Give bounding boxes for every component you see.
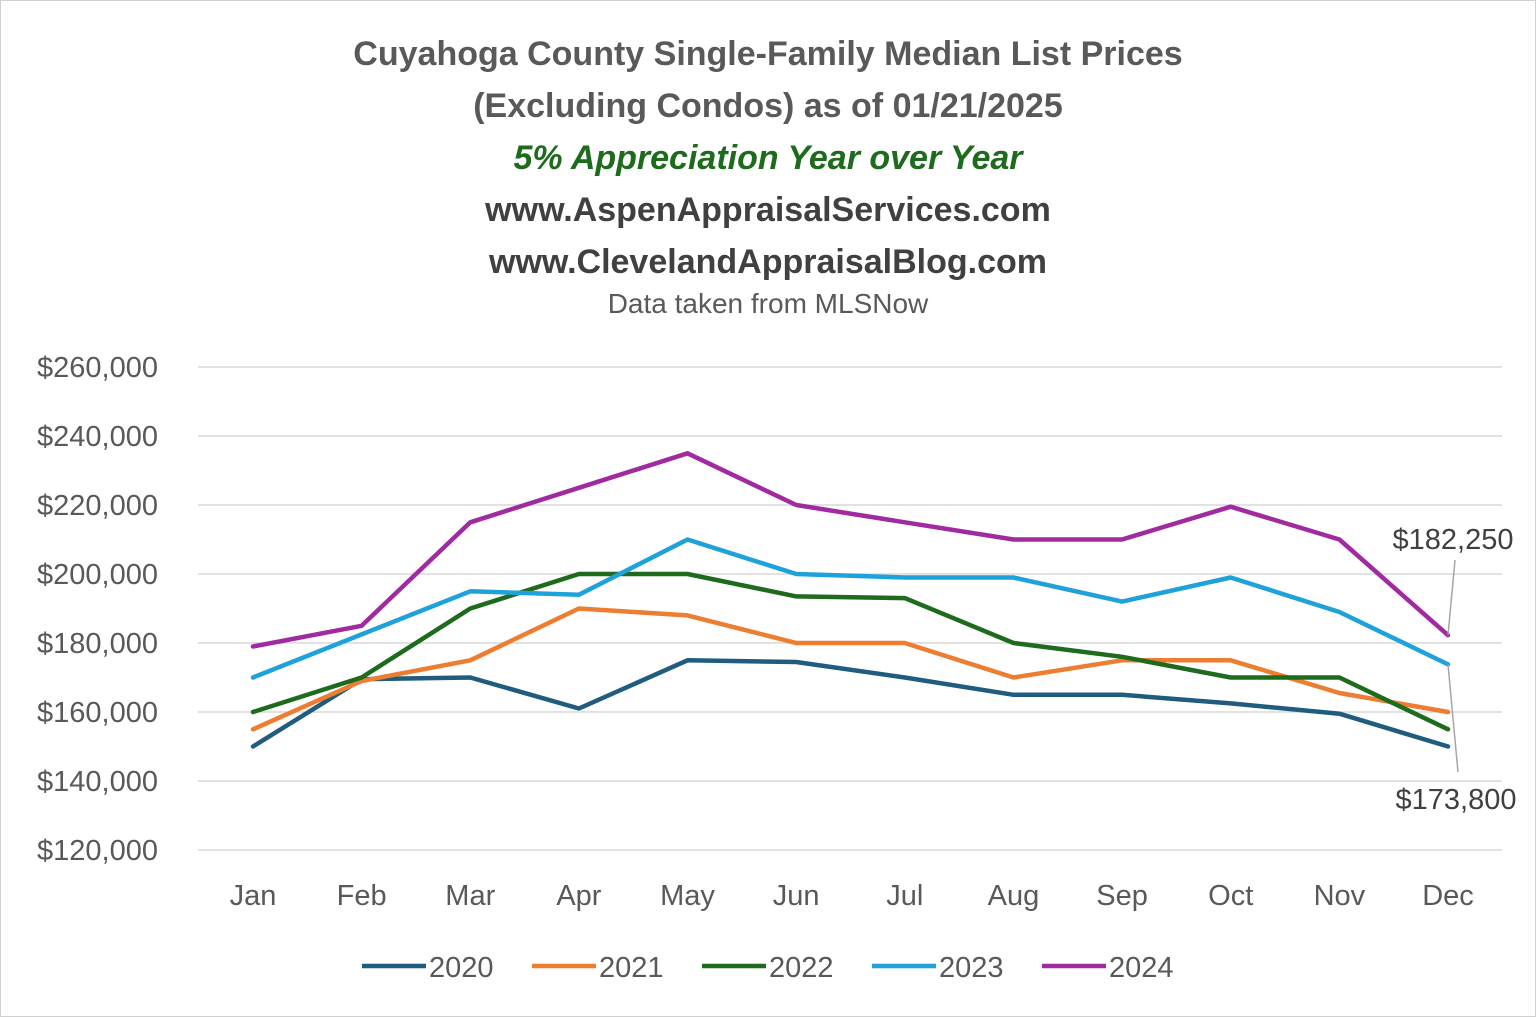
x-tick-label: Jun — [773, 880, 820, 912]
legend-label-2022: 2022 — [769, 952, 834, 984]
gridlines — [198, 366, 1502, 851]
y-tick-label: $140,000 — [37, 766, 158, 798]
annotation-label-2024: $182,250 — [1393, 524, 1514, 556]
y-tick-label: $120,000 — [37, 835, 158, 867]
x-tick-label: Dec — [1422, 880, 1474, 912]
x-tick-label: Jan — [230, 880, 277, 912]
annotation-leader-2023 — [1447, 664, 1459, 773]
x-tick-label: Sep — [1096, 880, 1148, 912]
series-line-2023 — [250, 537, 1451, 680]
legend: 2020 2021 2022 2023 2024 — [362, 952, 1174, 984]
legend-label-2023: 2023 — [939, 952, 1004, 984]
data-source: Data taken from MLSNow — [607, 288, 929, 319]
chart-subtitle: 5% Appreciation Year over Year — [513, 139, 1023, 177]
website-cleveland: www.ClevelandAppraisalBlog.com — [489, 243, 1047, 281]
y-tick-label: $180,000 — [37, 628, 158, 660]
y-tick-label: $260,000 — [37, 352, 158, 384]
y-axis-ticks: $120,000 $140,000 $160,000 $180,000 $200,000… — [37, 352, 158, 867]
legend-label-2020: 2020 — [429, 952, 494, 984]
x-tick-label: Jul — [886, 880, 923, 912]
y-tick-label: $200,000 — [37, 559, 158, 591]
series-line-2020 — [250, 658, 1451, 749]
annotation-leader-2024 — [1447, 559, 1456, 636]
legend-label-2021: 2021 — [599, 952, 664, 984]
x-axis-ticks: Jan Feb Mar Apr May Jun Jul Aug Sep Oct Nov Dec — [230, 880, 1474, 912]
chart-title-line2: (Excluding Condos) as of 01/21/2025 — [473, 87, 1063, 125]
y-tick-label: $240,000 — [37, 421, 158, 453]
x-tick-label: Nov — [1314, 880, 1366, 912]
x-tick-label: Oct — [1208, 880, 1253, 912]
series-line-2021 — [250, 606, 1451, 732]
x-tick-label: Feb — [337, 880, 387, 912]
x-tick-label: Aug — [988, 880, 1040, 912]
legend-label-2024: 2024 — [1109, 952, 1174, 984]
x-tick-label: Mar — [445, 880, 495, 912]
y-tick-label: $160,000 — [37, 697, 158, 729]
series-line-2022 — [250, 571, 1451, 732]
x-tick-label: Apr — [556, 880, 601, 912]
title-block: Cuyahoga County Single-Family Median Lis… — [0, 28, 1536, 326]
chart-title: Cuyahoga County Single-Family Median Lis… — [353, 35, 1183, 73]
website-aspen: www.AspenAppraisalServices.com — [485, 191, 1051, 229]
series-line-2024 — [250, 451, 1451, 649]
x-tick-label: May — [660, 880, 715, 912]
y-tick-label: $220,000 — [37, 490, 158, 522]
annotations: $182,250 $173,800 — [1393, 524, 1517, 816]
annotation-label-2023: $173,800 — [1396, 784, 1517, 816]
series-lines — [250, 451, 1451, 749]
